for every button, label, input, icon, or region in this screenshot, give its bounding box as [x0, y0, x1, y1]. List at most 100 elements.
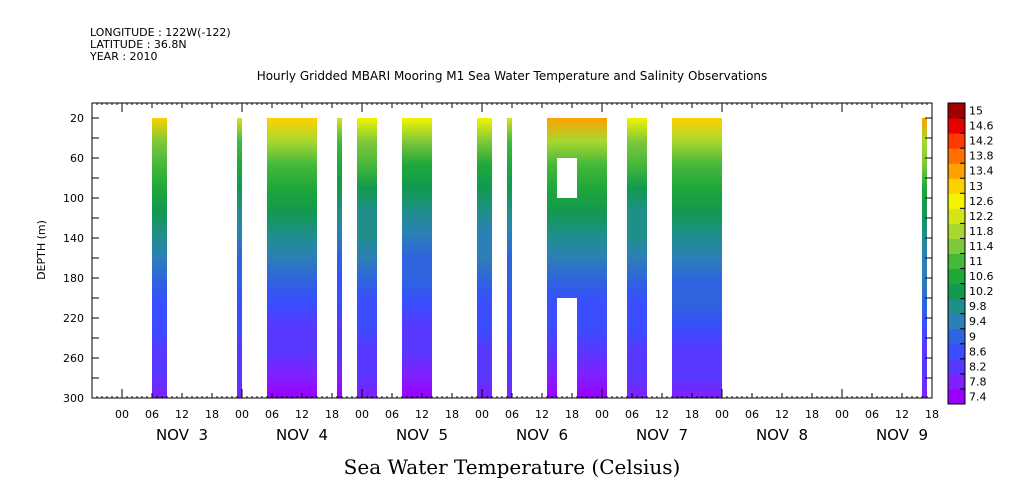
y-tick-label: 180: [63, 272, 84, 285]
y-tick-label: 260: [63, 352, 84, 365]
x-hour-tick-label: 18: [325, 408, 339, 421]
y-axis: 20 60 100 140 180 220 260 300: [63, 112, 932, 405]
colorbar-swatch: [948, 388, 965, 405]
x-hour-tick-label: 00: [595, 408, 609, 421]
latitude-label: LATITUDE : 36.8N: [90, 38, 187, 51]
data-block: [337, 118, 342, 398]
data-block: [237, 118, 242, 398]
colorbar-label: 7.8: [969, 375, 987, 388]
data-block: [627, 118, 647, 398]
y-tick-label: 20: [70, 112, 84, 125]
data-block: [267, 118, 317, 398]
missing-blocks: [557, 158, 577, 398]
x-day-label: NOV 4: [276, 426, 328, 444]
data-blocks: [152, 118, 927, 398]
data-block: [922, 118, 927, 398]
x-hour-tick-label: 12: [295, 408, 309, 421]
x-hour-tick-label: 12: [535, 408, 549, 421]
x-hour-tick-label: 18: [805, 408, 819, 421]
data-block: [357, 118, 377, 398]
colorbar-swatch: [948, 178, 965, 194]
x-hour-tick-label: 00: [835, 408, 849, 421]
x-hour-tick-label: 06: [625, 408, 639, 421]
data-block: [507, 118, 512, 398]
x-day-label: NOV 6: [516, 426, 568, 444]
colorbar-label: 11.8: [969, 225, 994, 238]
colorbar-label: 9.4: [969, 315, 987, 328]
x-hour-tick-label: 06: [265, 408, 279, 421]
x-hour-tick-label: 12: [175, 408, 189, 421]
y-tick-label: 300: [63, 392, 84, 405]
year-label: YEAR : 2010: [89, 50, 158, 63]
colorbar-swatch: [948, 133, 965, 149]
longitude-label: LONGITUDE : 122W(-122): [90, 26, 231, 39]
x-hour-tick-label: 12: [655, 408, 669, 421]
x-hour-tick-label: 18: [565, 408, 579, 421]
colorbar-label: 13: [969, 180, 983, 193]
colorbar-label: 13.8: [969, 150, 994, 163]
x-hour-tick-label: 06: [745, 408, 759, 421]
colorbar-swatch: [948, 343, 965, 360]
colorbar-label: 14.6: [969, 120, 994, 133]
colorbar-label: 9.8: [969, 300, 987, 313]
colorbar-label: 11: [969, 255, 983, 268]
x-hour-tick-label: 00: [355, 408, 369, 421]
colorbar-swatch: [948, 103, 965, 119]
colorbar-swatch: [948, 373, 965, 390]
x-hour-tick-label: 18: [925, 408, 939, 421]
y-tick-label: 140: [63, 232, 84, 245]
colorbar-swatch: [948, 253, 965, 270]
x-hour-tick-label: 18: [685, 408, 699, 421]
colorbar-label: 10.6: [969, 270, 994, 283]
colorbar-swatch: [948, 283, 965, 300]
colorbar-swatch: [948, 268, 965, 285]
variable-label: Sea Water Temperature (Celsius): [344, 455, 681, 479]
colorbar-swatch: [948, 148, 965, 164]
x-hour-tick-label: 06: [505, 408, 519, 421]
x-hour-tick-label: 00: [115, 408, 129, 421]
colorbar-label: 13.4: [969, 165, 994, 178]
colorbar-label: 7.4: [969, 390, 987, 403]
x-hour-tick-label: 12: [415, 408, 429, 421]
x-day-label: NOV 3: [156, 426, 208, 444]
y-tick-label: 100: [63, 192, 84, 205]
colorbar-swatch: [948, 163, 965, 179]
x-day-label: NOV 5: [396, 426, 448, 444]
x-hour-tick-label: 06: [385, 408, 399, 421]
colorbar-label: 8.2: [969, 360, 987, 373]
colorbar-swatch: [948, 118, 965, 134]
data-block: [477, 118, 492, 398]
colorbar-swatch: [948, 223, 965, 239]
x-day-label: NOV 9: [876, 426, 928, 444]
x-hour-tick-label: 00: [235, 408, 249, 421]
colorbar-label: 8.6: [969, 345, 987, 358]
chart-title: Hourly Gridded MBARI Mooring M1 Sea Wate…: [257, 69, 768, 83]
x-hour-tick-label: 00: [475, 408, 489, 421]
colorbar-swatch: [948, 313, 965, 330]
data-block: [152, 118, 167, 398]
colorbar: 15 14.6 14.2 13.8 13.4 13 12.6 12.2 11.8 11.4 11 10…: [947, 102, 994, 405]
colorbar-label: 11.4: [969, 240, 994, 253]
x-hour-tick-label: 12: [775, 408, 789, 421]
colorbar-swatch: [948, 238, 965, 254]
x-day-label: NOV 7: [636, 426, 688, 444]
colorbar-label: 15: [969, 105, 983, 118]
missing-data-block: [557, 158, 577, 198]
colorbar-label: 12.6: [969, 195, 994, 208]
data-block: [402, 118, 432, 398]
x-hour-tick-label: 06: [865, 408, 879, 421]
missing-data-block: [557, 298, 577, 398]
y-tick-label: 220: [63, 312, 84, 325]
x-hour-tick-label: 12: [895, 408, 909, 421]
colorbar-swatch: [948, 193, 965, 209]
colorbar-label: 9: [969, 330, 976, 343]
colorbar-label: 12.2: [969, 210, 994, 223]
x-hour-tick-label: 06: [145, 408, 159, 421]
x-day-label: NOV 8: [756, 426, 808, 444]
colorbar-swatch: [948, 328, 965, 345]
data-block: [672, 118, 722, 398]
colorbar-swatch: [948, 358, 965, 375]
x-axis: 00 06 12 18 00 06 12 18 00 06 12 18 00 06 12 18 00 06 12 18…: [91, 103, 939, 444]
colorbar-swatch: [948, 298, 965, 315]
